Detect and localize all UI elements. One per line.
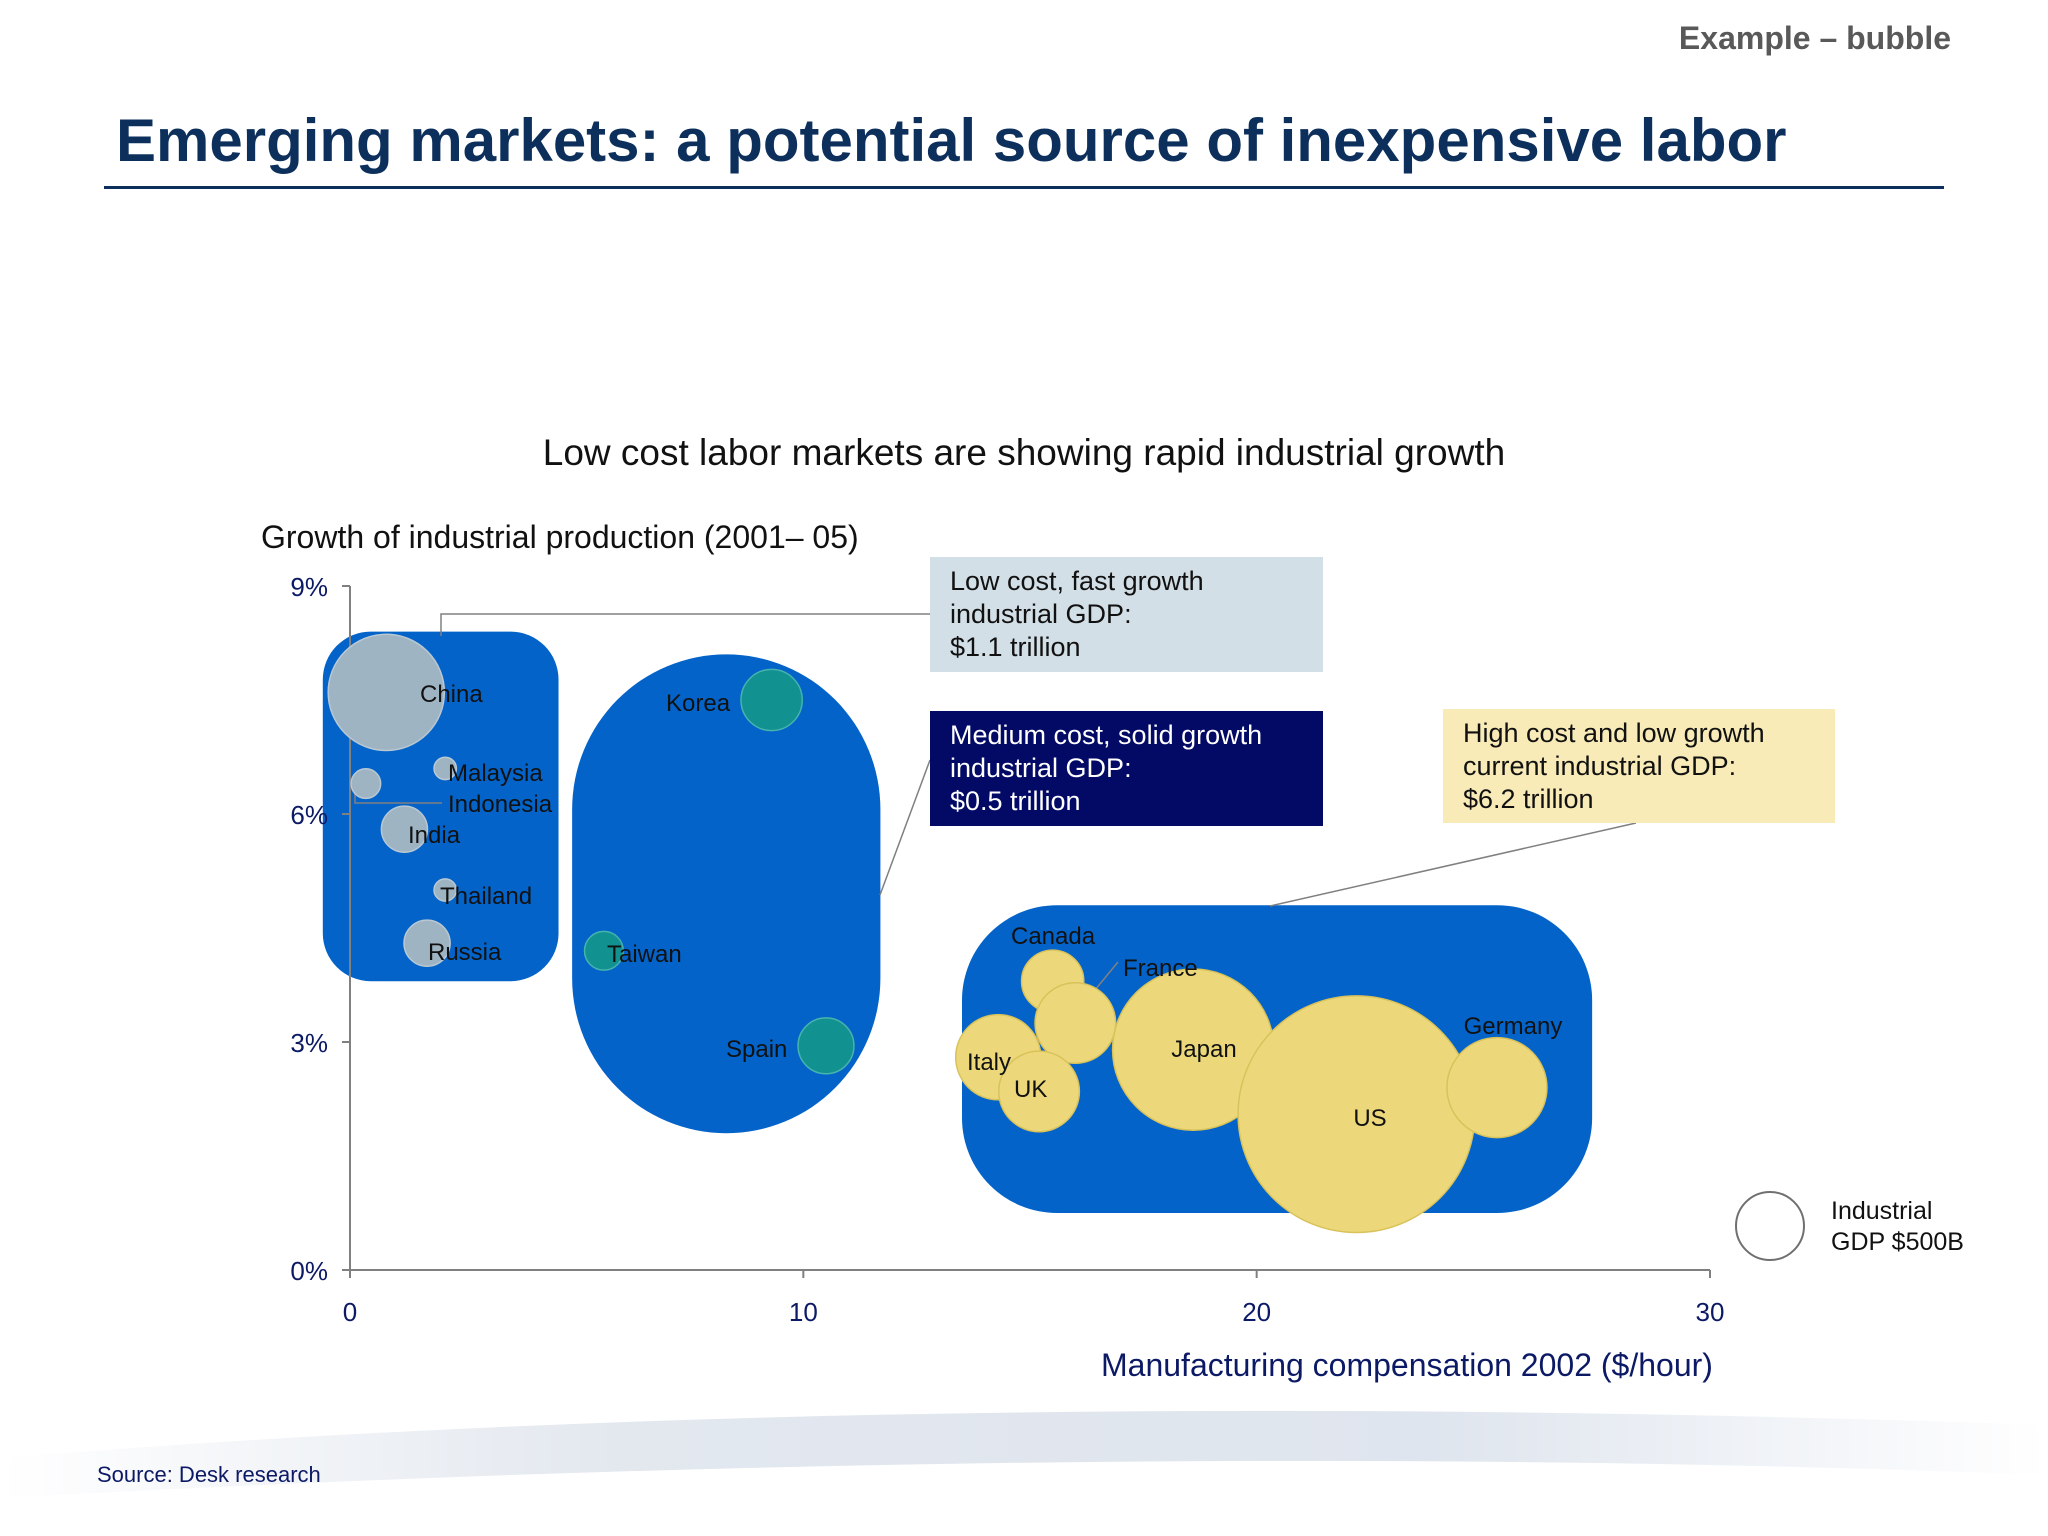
leader-line-low-cost	[440, 613, 930, 636]
legend-label: Industrial GDP $500B	[1831, 1197, 1964, 1256]
source-note: Source: Desk research	[97, 1462, 321, 1487]
bubble-label-korea: Korea	[666, 690, 731, 717]
slide-tag: Example – bubble	[1678, 20, 1951, 56]
x-tick-label: 0	[343, 1297, 357, 1327]
title-divider	[104, 186, 1944, 189]
bubble-label-spain: Spain	[726, 1036, 787, 1063]
bubble-label-taiwan: Taiwan	[607, 941, 682, 968]
chart-title: Low cost labor markets are showing rapid…	[542, 432, 1506, 473]
leader-line-medium-cost	[879, 759, 931, 896]
bubble-china	[327, 633, 446, 752]
callout-medium-cost: Medium cost, solid growth industrial GDP…	[930, 711, 1323, 826]
bubble-india	[380, 805, 429, 853]
bubble-label-russia: Russia	[428, 939, 502, 966]
callout-high-cost: High cost and low growth current industr…	[1443, 709, 1835, 823]
y-tick-label: 9%	[290, 572, 328, 602]
bubble-label-uk: UK	[1014, 1076, 1047, 1103]
bubble-label-us: US	[1353, 1105, 1386, 1132]
bubble-germany	[1446, 1036, 1548, 1139]
x-tick-label: 30	[1696, 1297, 1725, 1327]
callout-low-cost: Low cost, fast growth industrial GDP: $1…	[930, 557, 1323, 672]
bubble-france	[1034, 981, 1117, 1065]
x-tick-label: 10	[789, 1297, 818, 1327]
bubble-label-thailand: Thailand	[440, 883, 532, 910]
bubble-label-china: China	[420, 681, 483, 708]
y-tick-label: 6%	[290, 800, 328, 830]
legend-bubble	[1735, 1191, 1805, 1261]
y-tick-label: 3%	[290, 1028, 328, 1058]
bubble-label-france: France	[1123, 955, 1198, 982]
bubble-thailand	[433, 878, 458, 902]
bubble-indonesia	[350, 768, 382, 800]
y-axis-title: Growth of industrial production (2001– 0…	[261, 519, 859, 555]
x-axis-title: Manufacturing compensation 2002 ($/hour)	[1101, 1347, 1713, 1383]
page-title: Emerging markets: a potential source of …	[116, 107, 1787, 174]
bubble-label-germany: Germany	[1464, 1013, 1563, 1040]
bubble-label-italy: Italy	[967, 1049, 1011, 1076]
bubble-spain	[797, 1017, 855, 1075]
bubble-malaysia	[433, 756, 458, 781]
bubble-label-indonesia: Indonesia	[448, 791, 553, 818]
bubble-taiwan	[583, 930, 624, 971]
bubble-label-canada: Canada	[1011, 923, 1096, 950]
bubble-uk	[998, 1050, 1081, 1133]
leader-line-high-cost	[1269, 822, 1637, 907]
y-tick-label: 0%	[290, 1256, 328, 1286]
group-region-medium-cost-solid-growth	[572, 654, 881, 1134]
bubble-russia	[403, 919, 451, 967]
bubble-label-malaysia: Malaysia	[448, 760, 543, 787]
x-tick-label: 20	[1242, 1297, 1271, 1327]
bubble-label-india: India	[408, 822, 461, 849]
bubble-label-japan: Japan	[1171, 1036, 1236, 1063]
bubble-korea	[740, 668, 803, 732]
footer-swoosh	[0, 1410, 2048, 1498]
